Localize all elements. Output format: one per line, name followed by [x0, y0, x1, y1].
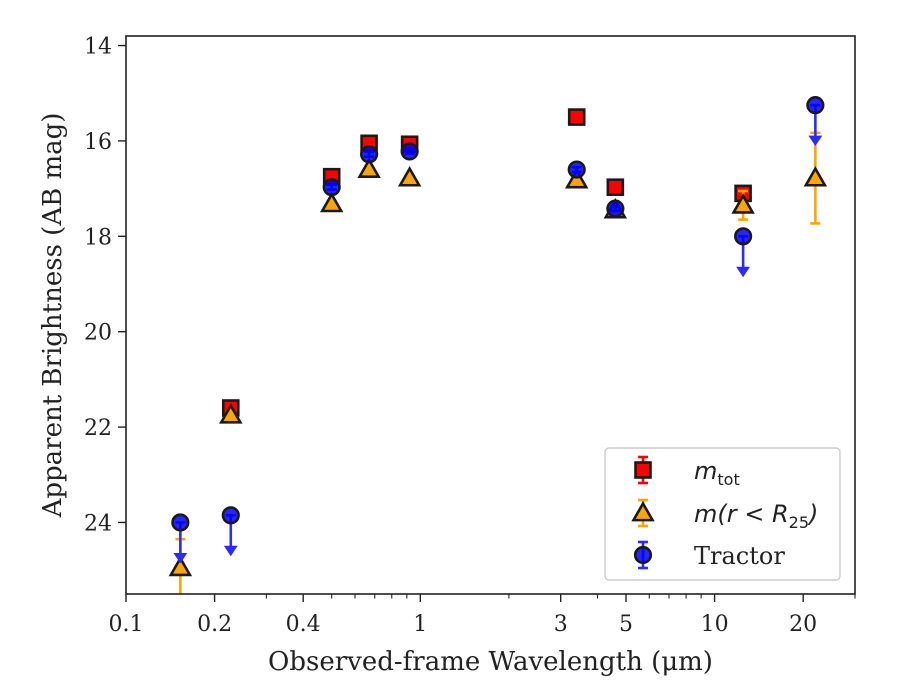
legend-marker-triangle — [631, 500, 655, 522]
data-point-triangle — [319, 191, 344, 213]
legend-marker-circle — [633, 545, 653, 565]
legend-entry: Tractor — [633, 540, 785, 570]
data-point-circle — [360, 145, 379, 164]
series-square — [221, 108, 752, 417]
series-circle — [171, 96, 825, 564]
y-tick-label: 24 — [84, 511, 112, 536]
data-point-circle — [221, 506, 240, 525]
data-point-circle — [567, 160, 586, 179]
legend-marker-square — [634, 461, 652, 479]
x-tick-label: 3 — [554, 612, 568, 637]
legend-label: Tractor — [694, 542, 785, 570]
upper-limit-arrow-arrowhead — [223, 545, 238, 557]
legend: mtot m(r < R25) Tractor — [604, 447, 841, 581]
legend-frame — [604, 447, 841, 581]
data-point-triangle — [731, 193, 755, 214]
data-point-square — [567, 108, 586, 126]
data-point-triangle — [168, 555, 193, 577]
plot-frame — [125, 35, 856, 595]
data-point-triangle — [219, 403, 243, 424]
data-point-triangle — [357, 157, 381, 178]
plot-area — [168, 96, 828, 594]
x-tick-label: 1 — [413, 612, 427, 637]
upper-limit-arrow-arrowhead — [173, 552, 188, 564]
y-tick-label: 16 — [84, 130, 112, 155]
x-tick-label: 0.4 — [286, 612, 321, 637]
y-tick-label: 14 — [84, 35, 112, 60]
data-point-circle — [734, 227, 753, 246]
data-point-circle — [171, 513, 190, 532]
data-point-circle — [606, 199, 625, 218]
legend-label: m(r < R25) — [694, 500, 818, 532]
legend-entry: m(r < R25) — [631, 498, 818, 532]
data-point-circle — [322, 178, 341, 197]
data-point-square — [606, 178, 625, 196]
x-tick-label: 10 — [701, 612, 729, 637]
y-axis-label: Apparent Brightness (AB mag) — [38, 113, 68, 519]
axes: 0.1 0.2 0.4 1 3 5 10 20 14 16 18 20 22 24 — [84, 35, 856, 637]
data-point-triangle — [803, 166, 828, 187]
x-axis-label: Observed-frame Wavelength (μm) — [268, 647, 713, 677]
legend-entry: mtot — [634, 455, 740, 489]
data-point-circle — [806, 96, 825, 115]
upper-limit-arrow-arrowhead — [808, 135, 823, 147]
x-tick-label: 0.1 — [109, 612, 144, 637]
x-tick-label: 0.2 — [197, 612, 232, 637]
x-tick-label: 5 — [619, 612, 633, 637]
y-tick-label: 22 — [84, 416, 112, 441]
y-tick-label: 20 — [84, 321, 112, 346]
x-tick-label: 20 — [789, 612, 817, 637]
data-layer — [168, 96, 828, 594]
data-point-triangle — [397, 166, 422, 187]
upper-limit-arrow-arrowhead — [736, 266, 751, 278]
data-point-triangle — [564, 167, 589, 189]
data-point-circle — [400, 142, 419, 161]
legend-label: mtot — [694, 457, 740, 489]
y-tick-label: 18 — [84, 225, 112, 250]
